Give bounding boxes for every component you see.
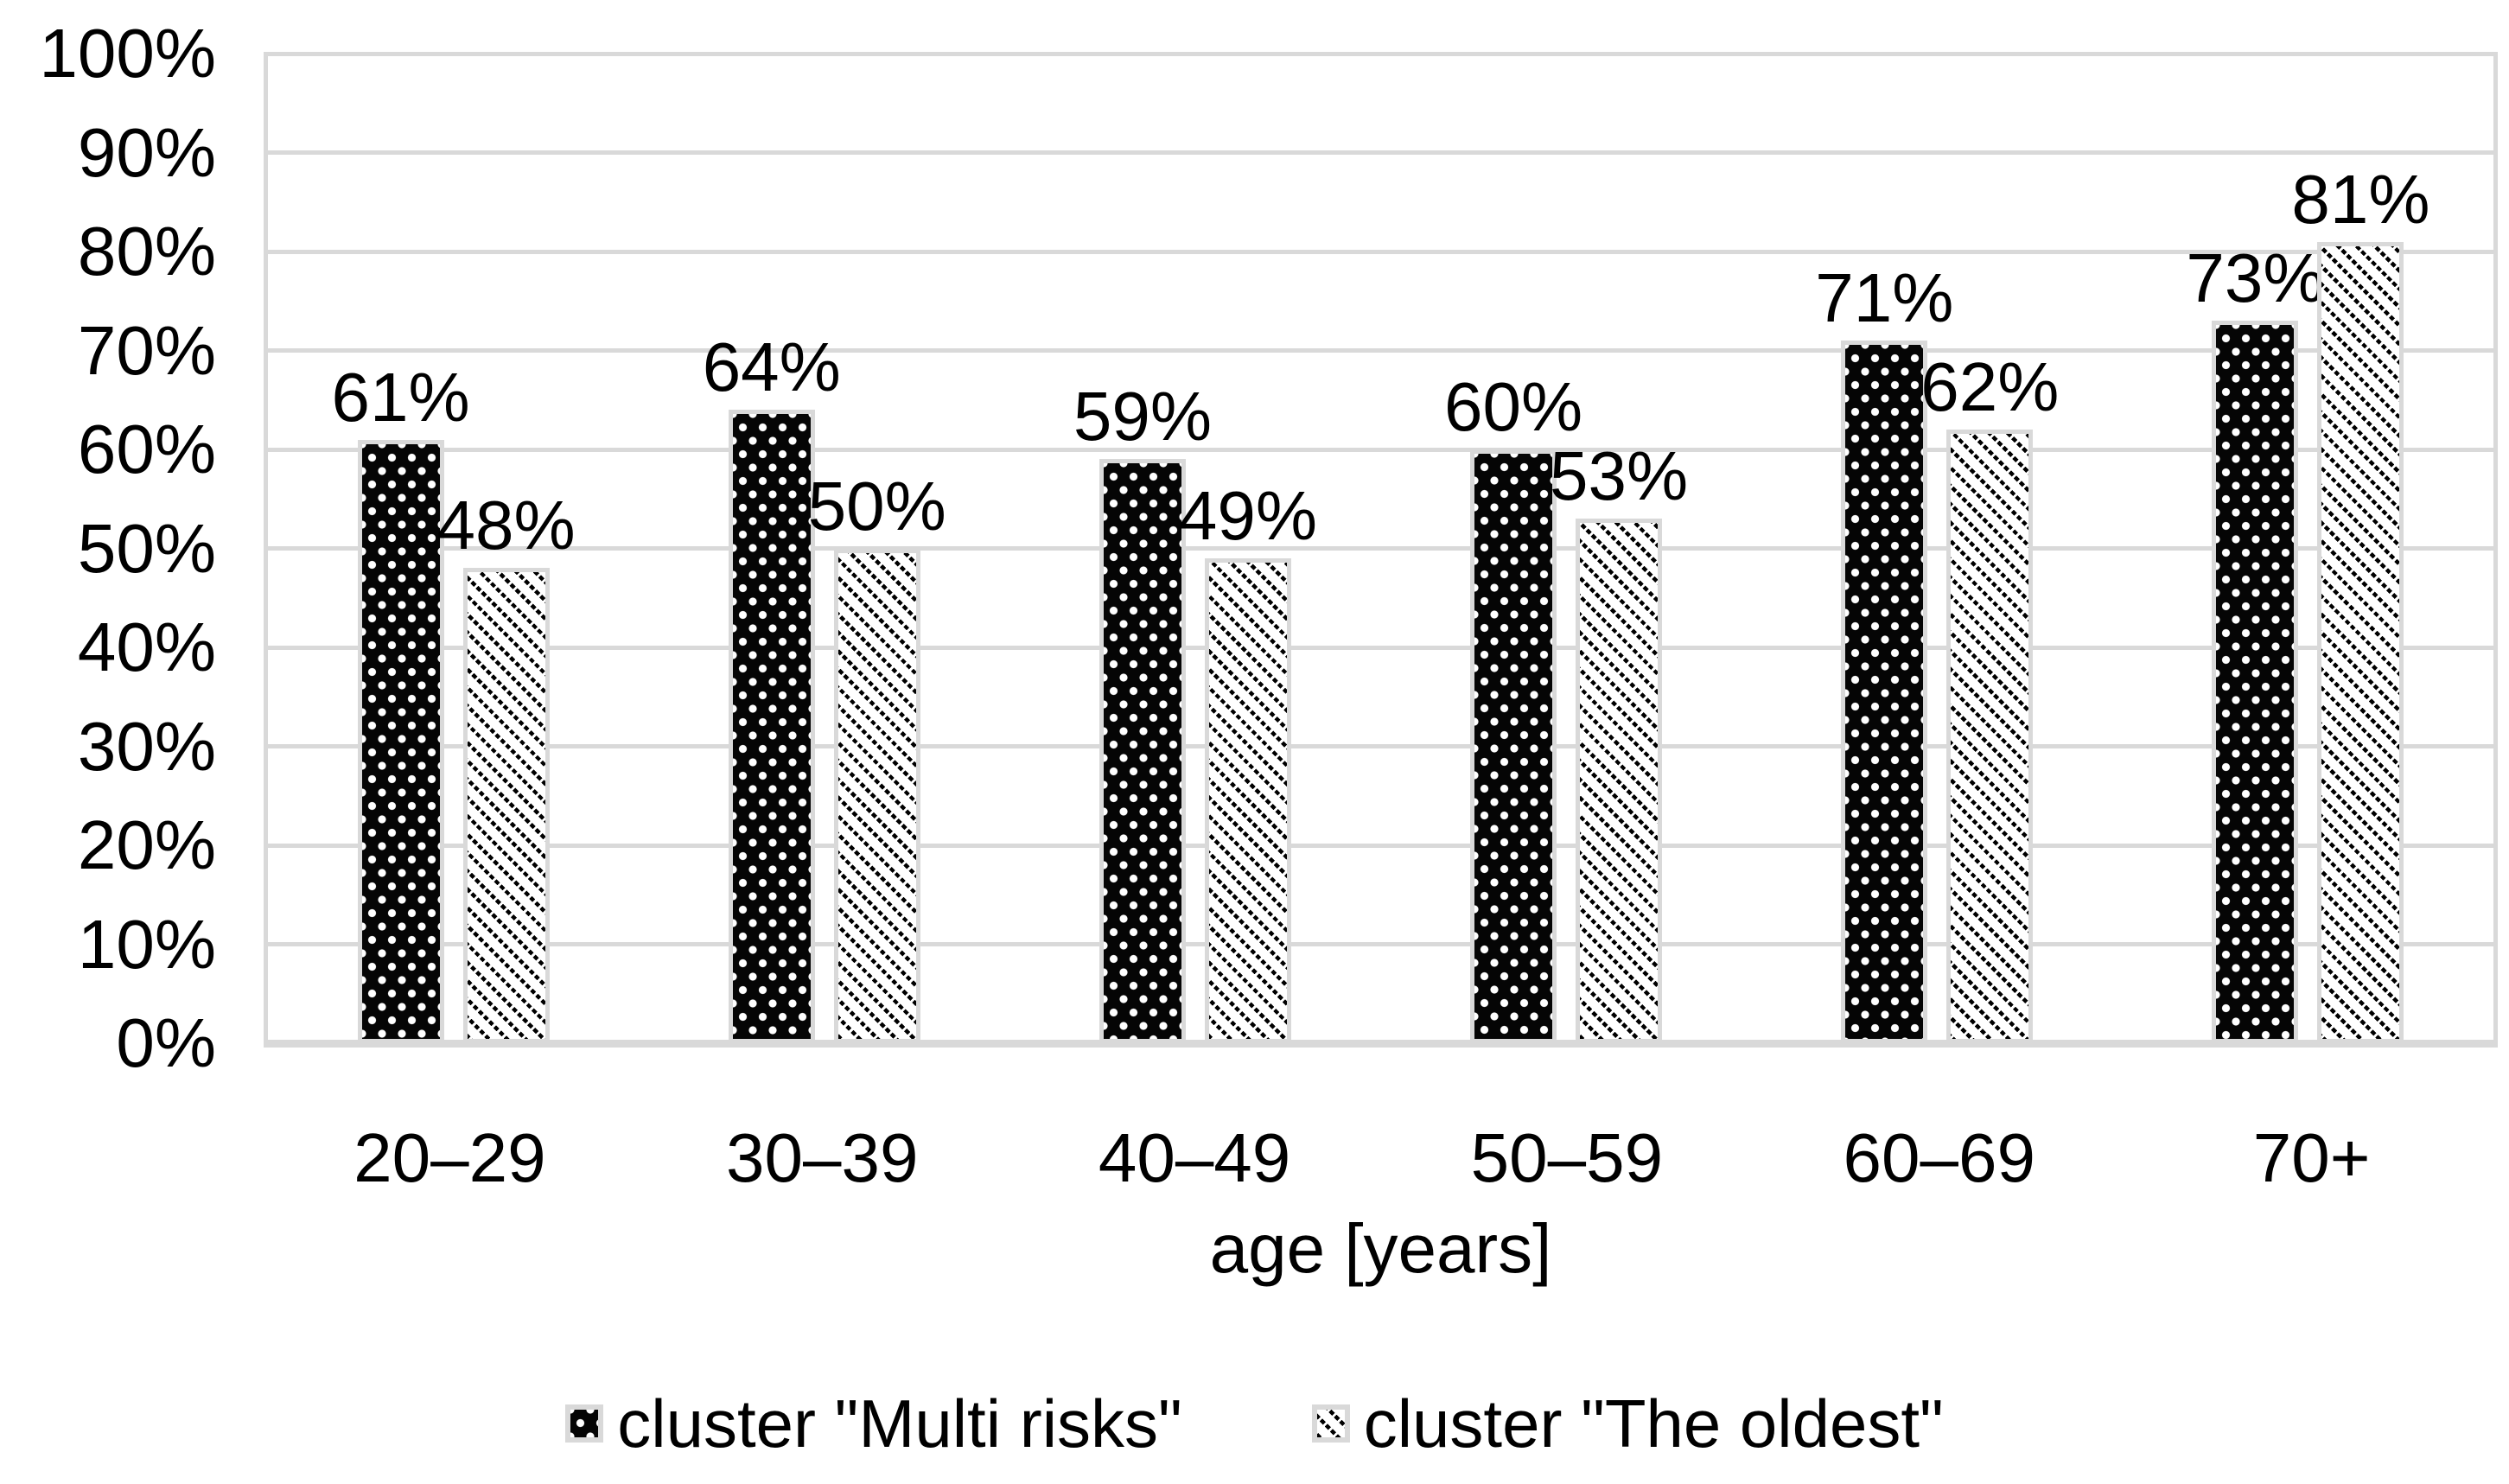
y-tick-label: 40% <box>77 608 216 685</box>
y-tick-label: 0% <box>116 1004 216 1081</box>
bar-the-oldest: 81% <box>2291 164 2430 1043</box>
x-axis: 20–29 30–39 40–49 50–59 60–69 70+ <box>264 1111 2498 1206</box>
y-tick-label: 90% <box>77 113 216 191</box>
bar-value-label: 60% <box>1444 368 1583 445</box>
legend-item-multi-risks: cluster "Multi risks" <box>565 1385 1182 1463</box>
bar-group: 61% 48% <box>268 54 639 1043</box>
gridline <box>264 150 2498 155</box>
bar-value-label: 49% <box>1178 476 1317 554</box>
bar-the-oldest: 50% <box>808 471 946 1043</box>
y-tick-label: 10% <box>77 905 216 983</box>
gridline <box>264 546 2498 551</box>
legend-swatch-stripes-icon <box>1311 1404 1350 1443</box>
gridline <box>264 249 2498 254</box>
x-tick-label: 70+ <box>2252 1119 2371 1196</box>
bar-value-label: 53% <box>1550 437 1689 515</box>
bar-the-oldest: 62% <box>1920 353 2059 1043</box>
x-tick-label: 50–59 <box>1470 1119 1664 1196</box>
gridline <box>264 843 2498 848</box>
x-axis-title: age [years] <box>1209 1210 1552 1287</box>
gridline <box>264 447 2498 452</box>
bar-value-label: 71% <box>1815 259 1954 337</box>
gridline <box>264 744 2498 748</box>
bar-value-label: 62% <box>1920 348 2060 426</box>
bar-multi-risks: 61% <box>332 362 470 1043</box>
y-tick-label: 60% <box>77 411 216 487</box>
bar-the-oldest: 53% <box>1550 442 1688 1043</box>
x-tick-label: 30–39 <box>726 1119 919 1196</box>
y-axis: 0% 10% 20% 30% 40% 50% 60% 70% 80% 90% 100% <box>0 15 216 1081</box>
legend-label-multi-risks: cluster "Multi risks" <box>617 1385 1182 1462</box>
bar-value-label: 64% <box>702 328 841 406</box>
bar-group: 64% 50% <box>639 54 1009 1043</box>
y-tick-label: 30% <box>77 707 216 785</box>
legend-swatch-dots-icon <box>565 1404 604 1443</box>
x-tick-label: 40–49 <box>1098 1119 1291 1196</box>
y-tick-label: 50% <box>77 509 216 587</box>
y-tick-label: 20% <box>77 806 216 883</box>
y-tick-label: 70% <box>77 311 216 389</box>
bar-the-oldest: 49% <box>1179 481 1317 1043</box>
bar-multi-risks: 71% <box>1815 264 1953 1043</box>
legend-item-the-oldest: cluster "The oldest" <box>1311 1385 1944 1463</box>
bar-value-label: 59% <box>1073 378 1212 455</box>
bar-multi-risks: 60% <box>1444 373 1582 1043</box>
gridline <box>264 348 2498 353</box>
bar-group: 73% 81% <box>2123 54 2493 1043</box>
bar-value-label: 50% <box>807 467 946 545</box>
bar-group: 71% 62% <box>1752 54 2123 1043</box>
y-tick-label: 80% <box>77 213 216 290</box>
bar-group: 59% 49% <box>1009 54 1380 1043</box>
bar-value-label: 48% <box>436 487 576 564</box>
bar-group: 60% 53% <box>1381 54 1752 1043</box>
bar-multi-risks: 73% <box>2186 244 2325 1043</box>
y-tick-label: 100% <box>39 15 216 92</box>
bar-multi-risks: 64% <box>703 333 841 1043</box>
legend: cluster "Multi risks" cluster "The oldes… <box>0 1376 2509 1471</box>
gridline <box>264 645 2498 650</box>
x-axis-line <box>264 1039 2498 1048</box>
gridline <box>264 51 2498 56</box>
x-tick-label: 20–29 <box>353 1119 546 1196</box>
bar-value-label: 73% <box>2186 239 2325 317</box>
bar-value-label: 81% <box>2291 160 2430 238</box>
plot-area: 61% 48% 64% 50% 59% 49% 60% 53% 71% 62% 73% 81% <box>264 51 2498 1048</box>
gridline <box>264 942 2498 946</box>
legend-label-the-oldest: cluster "The oldest" <box>1363 1385 1944 1462</box>
bar-value-label: 61% <box>331 358 470 436</box>
bar-the-oldest: 48% <box>437 491 576 1043</box>
x-tick-label: 60–69 <box>1843 1119 2035 1196</box>
bar-multi-risks: 59% <box>1073 382 1212 1043</box>
